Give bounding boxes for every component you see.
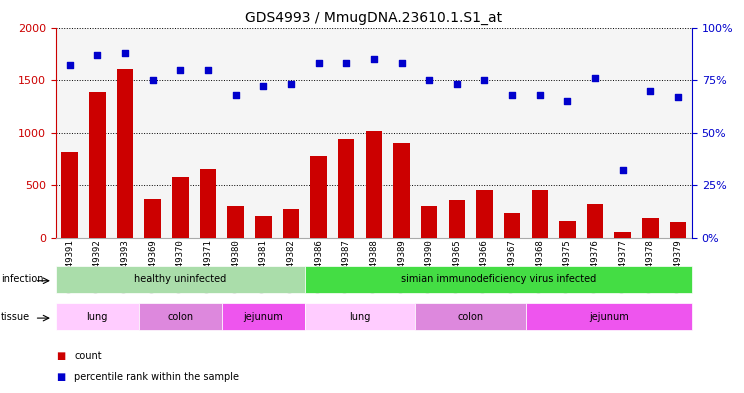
Bar	[283, 209, 299, 238]
Text: infection: infection	[1, 274, 43, 285]
Bar	[504, 213, 521, 238]
Bar	[531, 191, 548, 238]
Bar	[587, 204, 603, 238]
Point	[174, 66, 186, 73]
Bar	[670, 222, 687, 238]
Bar	[144, 199, 161, 238]
Point	[589, 75, 601, 81]
Text: ■: ■	[56, 372, 65, 382]
Bar	[172, 177, 188, 238]
Point	[672, 94, 684, 100]
Point	[119, 50, 131, 56]
Point	[257, 83, 269, 90]
Bar	[89, 92, 106, 238]
Point	[368, 56, 380, 62]
Title: GDS4993 / MmugDNA.23610.1.S1_at: GDS4993 / MmugDNA.23610.1.S1_at	[246, 11, 502, 25]
Point	[92, 52, 103, 58]
Bar	[310, 156, 327, 238]
Point	[644, 87, 656, 94]
Bar	[338, 139, 354, 238]
Point	[617, 167, 629, 174]
Bar	[227, 206, 244, 238]
Text: simian immunodeficiency virus infected: simian immunodeficiency virus infected	[401, 274, 596, 285]
Bar	[61, 152, 78, 238]
Bar	[421, 206, 437, 238]
Text: count: count	[74, 351, 102, 361]
Bar	[642, 219, 658, 238]
Bar	[394, 143, 410, 238]
Text: tissue: tissue	[1, 312, 30, 322]
Text: percentile rank within the sample: percentile rank within the sample	[74, 372, 240, 382]
Bar	[476, 191, 493, 238]
Text: jejunum: jejunum	[243, 312, 283, 322]
Point	[64, 62, 76, 68]
Text: ■: ■	[56, 351, 65, 361]
Point	[423, 77, 435, 83]
Point	[340, 60, 352, 66]
Text: healthy uninfected: healthy uninfected	[134, 274, 226, 285]
Bar	[449, 200, 465, 238]
Point	[230, 92, 242, 98]
Point	[285, 81, 297, 87]
Point	[534, 92, 546, 98]
Bar	[199, 169, 217, 238]
Bar	[117, 68, 133, 238]
Point	[562, 98, 574, 104]
Text: jejunum: jejunum	[589, 312, 629, 322]
Point	[478, 77, 490, 83]
Bar	[559, 222, 576, 238]
Text: colon: colon	[167, 312, 193, 322]
Text: lung: lung	[350, 312, 371, 322]
Point	[147, 77, 158, 83]
Text: lung: lung	[86, 312, 108, 322]
Point	[396, 60, 408, 66]
Point	[312, 60, 324, 66]
Point	[202, 66, 214, 73]
Bar	[365, 130, 382, 238]
Point	[451, 81, 463, 87]
Text: colon: colon	[458, 312, 484, 322]
Point	[506, 92, 518, 98]
Bar	[255, 216, 272, 238]
Bar	[615, 232, 631, 238]
